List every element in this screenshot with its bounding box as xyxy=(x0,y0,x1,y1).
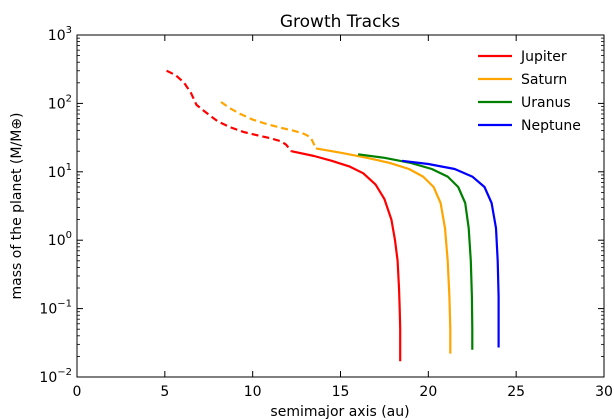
saturn-track-solid xyxy=(315,147,452,354)
plot-lines xyxy=(166,69,500,362)
x-tick-label: 10 xyxy=(244,384,262,400)
x-tick-label: 25 xyxy=(507,384,525,400)
legend: Jupiter Saturn Uranus Neptune xyxy=(478,49,581,134)
jupiter-track-dashed xyxy=(166,69,293,152)
legend-label-saturn: Saturn xyxy=(521,72,567,88)
x-axis-label: semimajor axis (au) xyxy=(270,404,409,420)
x-tick-label: 5 xyxy=(160,384,169,400)
legend-label-jupiter: Jupiter xyxy=(520,49,567,65)
y-tick-label: 103 xyxy=(48,25,72,44)
y-axis-label: mass of the planet (M/M⊕) xyxy=(9,113,25,300)
legend-label-neptune: Neptune xyxy=(521,118,581,134)
y-tick-label: 10−1 xyxy=(39,299,72,318)
x-tick-label: 30 xyxy=(595,384,613,400)
neptune-track-solid xyxy=(401,159,500,348)
legend-label-uranus: Uranus xyxy=(521,95,571,111)
x-tick-label: 0 xyxy=(73,384,82,400)
y-tick-label: 101 xyxy=(48,162,72,181)
y-axis-ticks: 10−2 10−1 100 101 102 103 xyxy=(39,25,604,386)
x-axis-ticks: 0 5 10 15 20 25 30 xyxy=(73,35,613,400)
y-tick-label: 10−2 xyxy=(39,367,72,386)
x-tick-label: 15 xyxy=(332,384,350,400)
y-tick-label: 102 xyxy=(48,93,72,112)
chart-title: Growth Tracks xyxy=(280,12,400,32)
y-tick-label: 100 xyxy=(48,230,72,249)
jupiter-track-solid xyxy=(291,150,402,362)
saturn-track-dashed xyxy=(220,101,317,149)
x-tick-label: 20 xyxy=(419,384,437,400)
